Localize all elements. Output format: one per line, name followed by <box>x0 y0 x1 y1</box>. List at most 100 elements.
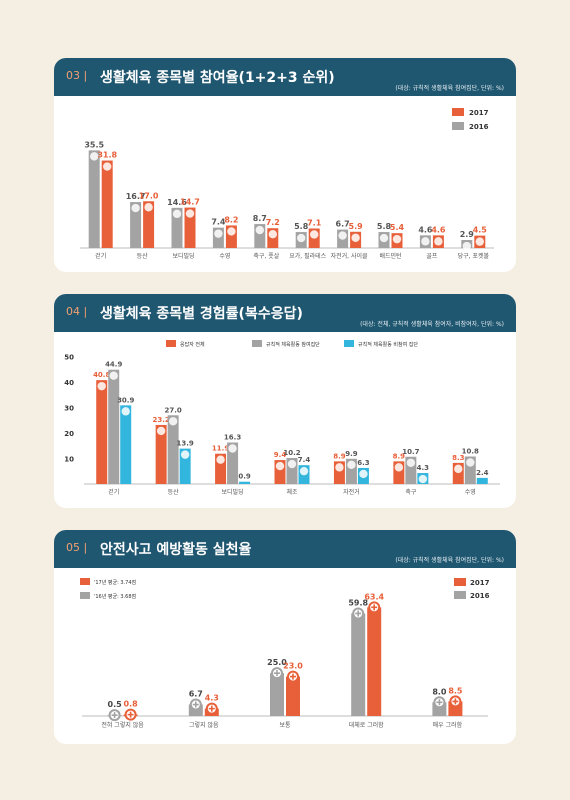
sport-icon <box>103 162 112 171</box>
data-label-2017-2: 14.7 <box>180 198 200 207</box>
sport-icon <box>144 203 153 212</box>
bar-2016-2 <box>171 207 183 248</box>
section-05-card: 05 | 안전사고 예방활동 실천율 (대상: 규칙적 생활체육 참여집단, 단… <box>54 530 516 744</box>
bar-2016-3 <box>351 613 366 716</box>
data-label-2017-1: 4.3 <box>205 694 219 703</box>
data-label-series2-3: 7.4 <box>298 456 311 464</box>
category-label: 등산 <box>168 488 180 496</box>
bar-series0-6 <box>452 462 464 484</box>
data-label-2017-5: 7.1 <box>307 218 322 227</box>
bar-series0-4 <box>333 461 345 484</box>
section-03-card: 03 | 생활체육 종목별 참여율(1+2+3 순위) (대상: 규칙적 생활체… <box>54 58 516 272</box>
section-05-note: (대상: 규칙적 생활체육 참여집단, 단위: %) <box>395 557 504 564</box>
sport-icon <box>216 455 225 464</box>
plus-glyph <box>274 670 280 677</box>
legend-swatch-series2 <box>344 340 354 347</box>
sport-icon <box>268 230 277 239</box>
y-tick-label: 20 <box>64 430 74 438</box>
data-label-2016-2: 14.6 <box>167 198 187 207</box>
data-label-2016-7: 5.8 <box>377 222 392 231</box>
bar-2016-4 <box>254 224 266 248</box>
data-label-series2-1: 13.9 <box>177 440 194 448</box>
category-label: 전혀 그렇지 않음 <box>101 721 144 729</box>
bar-series0-1 <box>155 424 167 484</box>
section-04-note: (대상: 전체, 규칙적 생활체육 참여자, 비참여자, 단위: %) <box>360 321 504 328</box>
category-label: 자전거, 사이클 <box>331 252 368 260</box>
data-label-series1-2: 16.3 <box>224 434 241 442</box>
sport-icon <box>462 241 471 251</box>
sport-icon <box>214 229 223 238</box>
experience-chart: 10 20 30 40 50 40.8 44.9 30.9 걷기 23.2 27.0 13.9 등산 11… <box>64 340 500 496</box>
data-label-series0-3: 9.4 <box>274 451 287 459</box>
data-label-2016-8: 4.6 <box>418 225 433 234</box>
sport-icon <box>168 417 178 426</box>
sport-icon <box>406 458 416 467</box>
sport-icon <box>131 203 140 213</box>
data-label-2016-6: 6.7 <box>336 220 350 229</box>
data-label-series0-2: 11.9 <box>212 445 229 453</box>
sport-icon <box>109 371 118 380</box>
bar-2016-2 <box>270 673 284 716</box>
participation-chart: 35.5 31.8 걷기 16.717.0 등산 14.614.7 보디빌딩 7.48.2 수영… <box>80 108 494 260</box>
bar-series0-0 <box>96 380 108 484</box>
sport-icon <box>299 466 309 476</box>
data-label-2016-3: 7.4 <box>211 218 226 227</box>
section-03-title: 생활체육 종목별 참여율(1+2+3 순위) <box>100 70 335 86</box>
sport-icon <box>475 237 484 246</box>
bar-series2-0 <box>120 405 132 484</box>
bar-series0-2 <box>215 453 227 484</box>
data-label-2017-6: 5.9 <box>349 222 364 231</box>
legend-swatch-series1 <box>252 340 262 347</box>
sport-icon <box>255 225 264 235</box>
data-label-2016-3: 59.8 <box>348 598 368 607</box>
bar-2016-1 <box>130 202 142 248</box>
bar-series1-4 <box>345 458 357 484</box>
category-label: 걷기 <box>95 252 106 260</box>
category-label: 요가, 필라테스 <box>289 252 326 260</box>
data-label-series0-0: 40.8 <box>93 371 110 379</box>
bar-series2-1 <box>179 448 191 484</box>
section-04-title: 생활체육 종목별 경험률(복수응답) <box>100 306 303 322</box>
bar-series0-5 <box>393 461 405 484</box>
section-05-number: 05 | <box>66 541 88 554</box>
bar-2017-2 <box>184 207 196 248</box>
bar-2017-3 <box>367 607 382 716</box>
y-tick-label: 50 <box>64 354 74 362</box>
legend-label-series2: 규칙적 체육활동 비참여 집단 <box>358 341 418 348</box>
sport-icon <box>156 426 166 436</box>
data-label-2017-0: 31.8 <box>97 151 117 160</box>
sport-icon <box>310 230 319 239</box>
data-label-series2-5: 4.3 <box>417 464 430 472</box>
category-label: 체조 <box>286 488 298 496</box>
section-03-header: 03 | 생활체육 종목별 참여율(1+2+3 순위) (대상: 규칙적 생활체… <box>54 58 516 96</box>
section-04-card: 04 | 생활체육 종목별 경험률(복수응답) (대상: 전체, 규칙적 생활체… <box>54 294 516 508</box>
category-label: 자전거 <box>343 488 360 496</box>
legend-label-series0: 응답자 전체 <box>180 341 205 348</box>
bar-series1-6 <box>464 456 476 484</box>
data-label-2016-2: 25.0 <box>267 658 287 667</box>
category-label: 수영 <box>219 252 230 260</box>
data-label-series2-4: 6.3 <box>357 459 370 467</box>
section-04-header: 04 | 생활체육 종목별 경험률(복수응답) (대상: 전체, 규칙적 생활체… <box>54 294 516 332</box>
category-label: 걷기 <box>108 488 119 496</box>
sport-icon <box>347 460 356 469</box>
plus-glyph <box>111 712 118 719</box>
data-label-series0-6: 8.3 <box>452 454 465 462</box>
legend-swatch-2017 <box>452 108 464 116</box>
plus-glyph <box>208 705 215 712</box>
annotation-swatch <box>80 592 90 599</box>
y-tick-label: 10 <box>64 456 74 464</box>
data-label-2017-1: 17.0 <box>139 191 159 200</box>
bar-series1-0 <box>108 369 120 484</box>
section-05-title: 안전사고 예방활동 실천율 <box>100 542 252 558</box>
data-label-2017-3: 63.4 <box>364 592 384 601</box>
data-label-2016-5: 5.8 <box>294 222 309 231</box>
plus-glyph <box>452 698 459 705</box>
data-label-2016-0: 35.5 <box>84 140 104 149</box>
plus-glyph <box>355 610 362 617</box>
data-label-series2-0: 30.9 <box>117 396 134 404</box>
annotation-swatch <box>80 578 90 585</box>
data-label-series1-4: 9.9 <box>345 450 358 458</box>
data-label-series1-3: 10.2 <box>283 449 300 457</box>
data-label-2017-9: 4.5 <box>473 226 488 235</box>
